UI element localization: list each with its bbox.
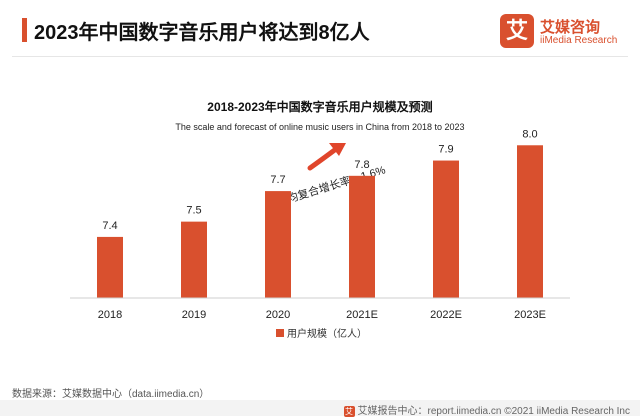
value-label-2021E: 7.8 — [354, 159, 369, 171]
x-tick-2021E: 2021E — [346, 309, 378, 321]
footer-bar — [0, 400, 640, 416]
chart-subtitle: The scale and forecast of online music u… — [175, 122, 464, 132]
x-tick-2023E: 2023E — [514, 309, 546, 321]
growth-arrow-icon — [307, 143, 346, 171]
legend-label: 用户规模（亿人） — [287, 327, 367, 340]
value-label-2020: 7.7 — [270, 174, 285, 186]
x-tick-2018: 2018 — [98, 309, 122, 321]
bar-2022E — [433, 160, 459, 298]
bar-2018 — [97, 236, 123, 298]
value-label-2019: 7.5 — [186, 205, 201, 217]
footer-credit: 艾艾媒报告中心：report.iimedia.cn ©2021 iiMedia … — [343, 402, 630, 417]
logo-text-cn: 艾媒咨询 — [540, 19, 601, 36]
header-divider — [12, 56, 628, 57]
legend-swatch — [276, 329, 284, 337]
x-tick-2022E: 2022E — [430, 309, 462, 321]
bar-2019 — [181, 221, 207, 298]
bar-2023E — [517, 145, 543, 298]
value-label-2023E: 8.0 — [522, 128, 537, 140]
bar-chart: 2018-2023年中国数字音乐用户规模及预测 The scale and fo… — [70, 99, 570, 340]
page-title: 2023年中国数字音乐用户将达到8亿人 — [34, 22, 370, 44]
chart-legend: 用户规模（亿人） — [276, 327, 367, 340]
x-tick-2020: 2020 — [266, 309, 290, 321]
logo-text-en: iiMedia Research — [540, 35, 618, 46]
bar-2021E — [349, 175, 375, 298]
iimedia-logo: 艾 艾媒咨询 iiMedia Research — [500, 14, 632, 50]
chart-title: 2018-2023年中国数字音乐用户规模及预测 — [207, 99, 432, 114]
bar-2020 — [265, 191, 291, 298]
footer-credit-text: 艾媒报告中心：report.iimedia.cn ©2021 iiMedia R… — [357, 406, 630, 417]
title-accent-bar — [22, 18, 27, 42]
page-header: 2023年中国数字音乐用户将达到8亿人 艾 艾媒咨询 iiMedia Resea… — [0, 0, 640, 58]
footer-logo-icon: 艾 — [343, 405, 355, 417]
x-tick-2019: 2019 — [182, 309, 206, 321]
logo-mark-icon: 艾 — [500, 14, 534, 48]
data-source: 数据来源：艾媒数据中心（data.iimedia.cn） — [12, 389, 210, 400]
value-label-2022E: 7.9 — [438, 144, 453, 156]
value-label-2018: 7.4 — [102, 220, 117, 232]
